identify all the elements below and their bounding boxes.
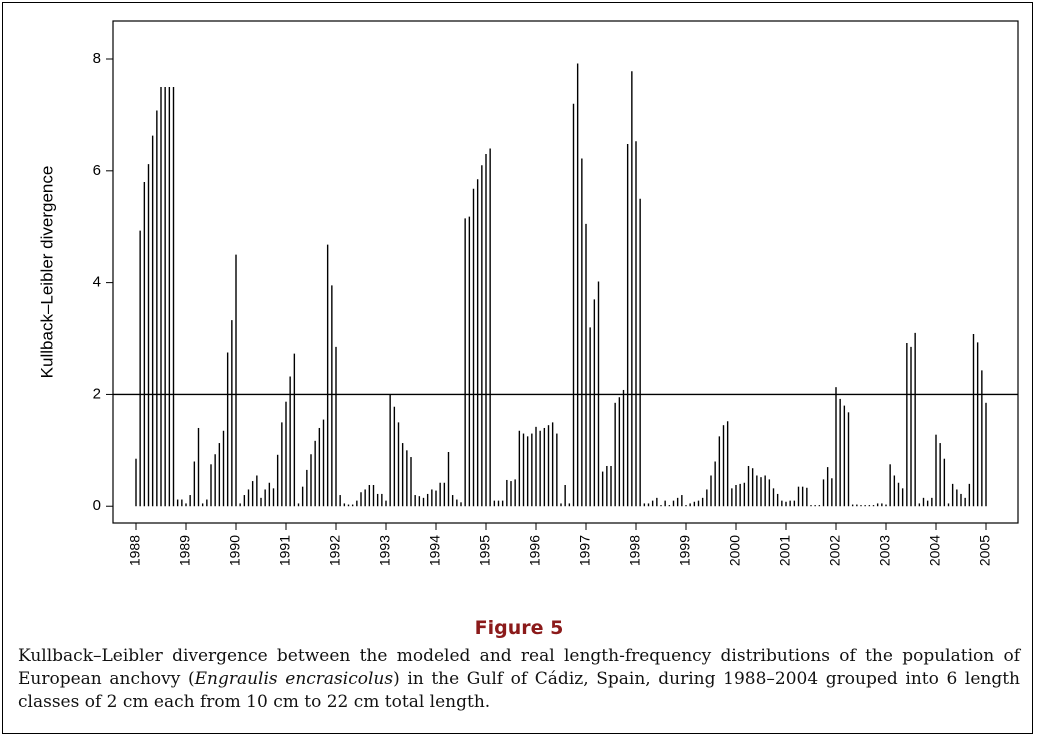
caption-species: Engraulis encrasicolus — [194, 669, 394, 689]
x-tick-label: 1993 — [377, 535, 393, 566]
x-tick-label: 1995 — [477, 535, 493, 566]
x-tick-label: 1990 — [227, 535, 243, 566]
x-tick-label: 2001 — [777, 535, 793, 566]
x-tick-label: 1996 — [527, 535, 543, 566]
y-tick-label: 4 — [93, 274, 101, 291]
y-tick-label: 2 — [93, 385, 101, 402]
x-tick-label: 1992 — [327, 535, 343, 566]
x-tick-label: 1988 — [127, 535, 143, 566]
plot-frame — [112, 20, 1019, 524]
x-tick-label: 2005 — [977, 535, 993, 566]
x-tick-label: 1991 — [277, 535, 293, 566]
x-tick-label: 2000 — [727, 535, 743, 566]
x-tick-label: 1989 — [177, 535, 193, 566]
y-tick-label: 8 — [93, 50, 101, 67]
caption: Kullback–Leibler divergence between the … — [18, 645, 1020, 714]
x-tick-label: 2003 — [877, 535, 893, 566]
x-tick-label: 1997 — [577, 535, 593, 566]
x-tick-label: 1999 — [677, 535, 693, 566]
chart: Kullback–Leibler divergence 0 2 4 6 8 1988 198… — [37, 20, 1019, 566]
y-tick-label: 0 — [93, 497, 101, 514]
figure-label: Figure 5 — [474, 617, 564, 639]
x-tick-label: 1998 — [627, 535, 643, 566]
x-tick-label: 1994 — [427, 535, 443, 566]
caption-text: ) in the Gulf of Cádiz, Spain, during 19… — [18, 669, 1020, 712]
y-axis-title: Kullback–Leibler divergence — [37, 166, 56, 379]
x-tick-label: 2002 — [827, 535, 843, 566]
x-tick-label: 2004 — [927, 535, 943, 566]
y-tick-label: 6 — [93, 162, 101, 179]
caption-text: Kullback–Leibler divergence between the … — [18, 646, 1020, 689]
